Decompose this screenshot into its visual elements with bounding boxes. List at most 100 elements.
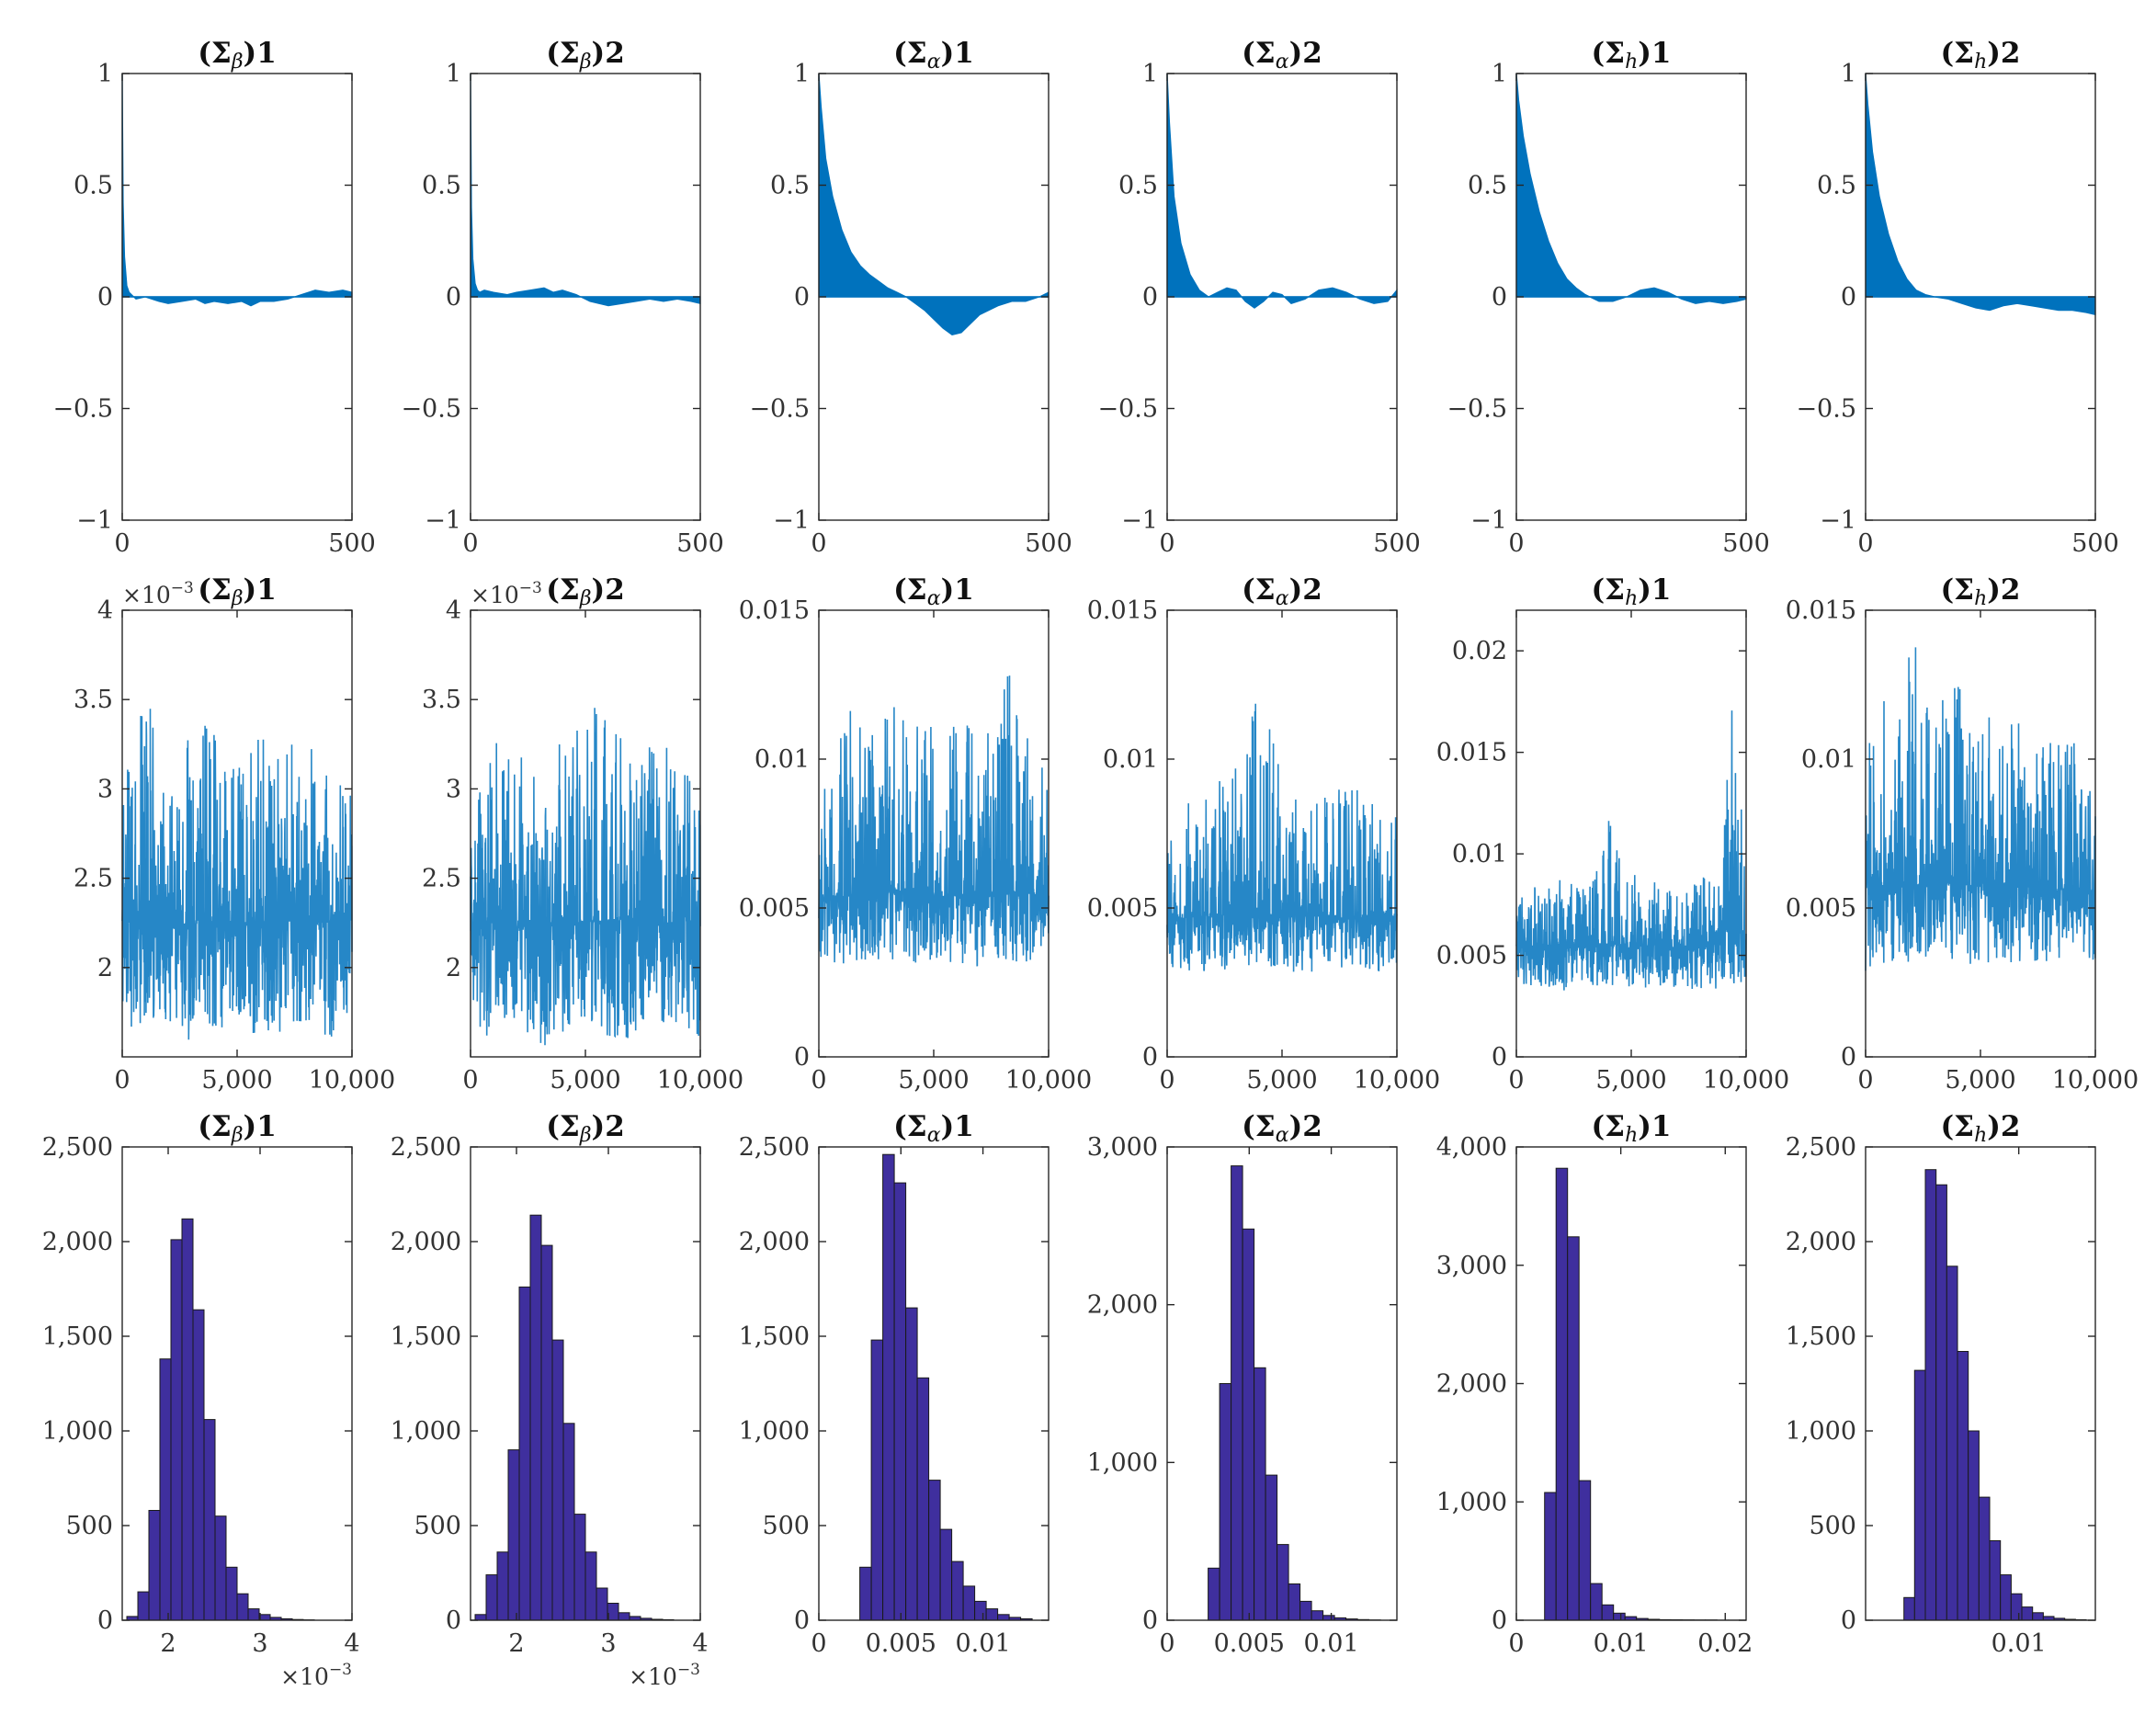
x-tick-label: 5,000 xyxy=(1945,1066,2015,1095)
x-tick-label: 0 xyxy=(1159,1066,1174,1095)
y-tick-label: 0 xyxy=(1841,1043,1856,1072)
x-tick-label: 2 xyxy=(508,1629,524,1658)
histogram-bar xyxy=(1590,1583,1603,1621)
histogram-bar xyxy=(2021,1606,2034,1621)
histogram-bar xyxy=(997,1614,1010,1621)
histogram-bar xyxy=(1613,1612,1626,1621)
y-tick-label: 0 xyxy=(1142,283,1158,312)
histogram-bar xyxy=(974,1600,987,1621)
y-tick-label: 4 xyxy=(446,596,461,625)
histogram-bar xyxy=(214,1515,227,1621)
trace-line xyxy=(1166,703,1398,972)
panel-histogram-3: (Σα)1 0 500 1,000 1,500 2,000 2,500 0 0.005 0.01 xyxy=(739,1110,1050,1658)
axis-multiplier: ×10−3 xyxy=(280,1661,352,1690)
histogram-bar xyxy=(1935,1184,1947,1621)
x-tick-label: 0 xyxy=(1857,1066,1873,1095)
y-tick-label: −1 xyxy=(76,506,113,535)
histogram-bar xyxy=(148,1510,161,1621)
y-tick-label: 0 xyxy=(97,283,113,312)
histogram-bar xyxy=(859,1566,872,1621)
y-tick-label: −0.5 xyxy=(1097,395,1158,424)
acf-area xyxy=(1515,73,1747,304)
panel-title: (Σβ)2 xyxy=(546,37,625,74)
x-tick-label: 0.01 xyxy=(1304,1629,1359,1658)
histogram-bar xyxy=(584,1551,597,1621)
histogram-bar xyxy=(1578,1480,1592,1621)
panel-title: (Σh)2 xyxy=(1940,37,2020,74)
y-tick-label: 4,000 xyxy=(1436,1133,1507,1162)
x-tick-label: 10,000 xyxy=(309,1066,395,1095)
x-tick-label: 3 xyxy=(252,1629,267,1658)
histogram-bar xyxy=(1957,1351,1969,1621)
panel-title: (Σα)1 xyxy=(893,1110,974,1147)
x-tick-label: 5,000 xyxy=(1246,1066,1317,1095)
trace-line xyxy=(1865,647,2096,971)
x-tick-label: 0 xyxy=(1508,1629,1524,1658)
x-tick-label: 0 xyxy=(811,1629,826,1658)
histogram-bar xyxy=(1903,1596,1915,1621)
panel-title: (Σh)2 xyxy=(1940,1110,2020,1147)
y-tick-label: 1,500 xyxy=(1786,1322,1856,1351)
panel-histogram-2: (Σβ)2 0 500 1,000 1,500 2,000 2,500 2 3 4 ×10−3 xyxy=(391,1110,709,1690)
panel-title: (Σβ)1 xyxy=(198,1110,277,1147)
panel-title: (Σα)1 xyxy=(893,573,974,610)
histogram-bar xyxy=(1208,1567,1220,1621)
y-tick-label: 1,500 xyxy=(42,1322,113,1351)
y-tick-label: 0.005 xyxy=(1087,894,1158,923)
histogram-bar xyxy=(1265,1474,1278,1621)
x-tick-label: 2 xyxy=(160,1629,176,1658)
histogram-bar xyxy=(236,1593,249,1621)
panel-trace-4: (Σα)2 0 0.005 0.01 0.015 0 5,000 10,000 xyxy=(1087,573,1441,1095)
panel-trace-1: (Σβ)1 2 2.5 3 3.5 4 0 5,000 10,000 ×10−3 xyxy=(74,573,395,1095)
histogram-bar xyxy=(573,1514,586,1621)
y-tick-label: 2,000 xyxy=(739,1228,810,1256)
x-tick-label: 3 xyxy=(600,1629,616,1658)
histogram-bar xyxy=(474,1614,487,1621)
acf-area xyxy=(1166,73,1398,309)
x-tick-label: 0 xyxy=(1508,529,1524,558)
panel-title: (Σβ)2 xyxy=(546,573,625,610)
panel-title: (Σα)2 xyxy=(1242,1110,1322,1147)
x-tick-label: 5,000 xyxy=(1595,1066,1666,1095)
trace-line xyxy=(470,708,701,1046)
histogram-bar xyxy=(170,1239,183,1621)
axis-multiplier: ×10−3 xyxy=(122,579,194,608)
histogram-bar xyxy=(1299,1600,1312,1621)
histogram-bar xyxy=(1567,1236,1580,1621)
acf-area xyxy=(121,73,353,307)
y-tick-label: −0.5 xyxy=(749,395,810,424)
histogram-bar xyxy=(905,1307,918,1621)
panel-title: (Σα)2 xyxy=(1242,37,1322,74)
histogram-bar xyxy=(485,1574,498,1621)
panel-title: (Σβ)1 xyxy=(198,573,277,610)
y-tick-label: 0.5 xyxy=(74,172,113,200)
x-tick-label: 0 xyxy=(462,1066,478,1095)
y-tick-label: 3 xyxy=(446,775,461,803)
panel-histogram-5: (Σh)1 0 1,000 2,000 3,000 4,000 0 0.01 0.02 xyxy=(1436,1110,1753,1658)
y-tick-label: 1,000 xyxy=(1087,1448,1158,1477)
y-tick-label: 0.01 xyxy=(755,745,810,774)
histogram-bar xyxy=(1601,1604,1615,1621)
x-tick-label: 10,000 xyxy=(1354,1066,1440,1095)
x-tick-label: 0.005 xyxy=(866,1629,936,1658)
x-tick-label: 500 xyxy=(2071,529,2119,558)
y-tick-label: 0.01 xyxy=(1452,840,1507,868)
y-tick-label: −0.5 xyxy=(401,395,461,424)
y-tick-label: 0 xyxy=(1492,283,1507,312)
y-tick-label: 0 xyxy=(97,1606,113,1635)
histogram-bar xyxy=(225,1566,238,1621)
y-tick-label: 3,000 xyxy=(1087,1133,1158,1162)
y-tick-label: 1 xyxy=(446,60,461,88)
panel-title: (Σh)1 xyxy=(1591,37,1671,74)
histogram-bar xyxy=(2032,1612,2044,1621)
histogram-bar xyxy=(1242,1228,1255,1621)
histogram-bar xyxy=(562,1423,575,1621)
histogram-bar xyxy=(1288,1583,1301,1621)
x-tick-label: 500 xyxy=(1722,529,1770,558)
x-tick-label: 0.02 xyxy=(1697,1629,1753,1658)
x-tick-label: 0 xyxy=(811,1066,826,1095)
axis-multiplier: ×10−3 xyxy=(471,579,542,608)
y-tick-label: 1,500 xyxy=(391,1322,461,1351)
x-tick-label: 5,000 xyxy=(201,1066,272,1095)
